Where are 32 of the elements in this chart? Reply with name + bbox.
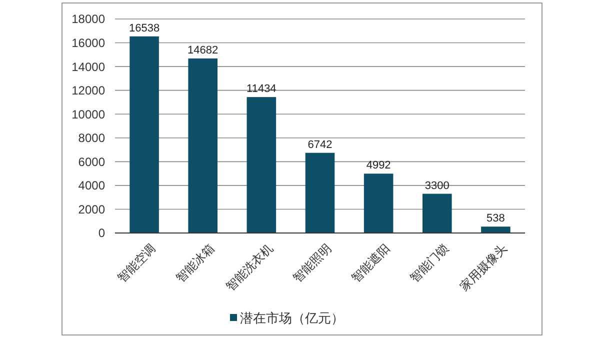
x-tick-label: 智能空调 [114, 241, 158, 285]
bar [188, 58, 218, 233]
x-tick-label: 家用摄像头 [457, 241, 510, 294]
data-label: 3300 [424, 180, 450, 192]
y-tick-label: 0 [98, 226, 106, 240]
bar [305, 152, 335, 233]
y-tick-label: 10000 [72, 107, 106, 122]
data-label: 11434 [246, 83, 276, 96]
y-tick-label: 16000 [72, 36, 106, 50]
x-tick-label: 智能照明 [290, 241, 334, 285]
data-label: 6742 [308, 138, 332, 151]
y-tick-label: 6000 [78, 154, 106, 169]
bar [364, 174, 394, 233]
data-label: 4992 [366, 160, 391, 172]
y-tick-label: 2000 [78, 202, 106, 216]
x-tick-label: 智能遮阳 [348, 241, 393, 285]
bar [246, 97, 276, 233]
bar [422, 194, 452, 233]
data-label: 538 [486, 212, 505, 225]
y-tick-label: 8000 [78, 131, 106, 146]
data-label: 16538 [128, 22, 160, 34]
y-tick-label: 4000 [78, 178, 106, 193]
y-tick-label: 14000 [72, 60, 106, 74]
legend-label: 潜在市场（亿元） [240, 310, 344, 326]
y-tick-label: 18000 [72, 12, 106, 26]
y-tick-label: 12000 [72, 84, 106, 98]
x-tick-label: 智能洗衣机 [223, 241, 276, 294]
bar [481, 226, 510, 233]
x-tick-label: 智能冰箱 [173, 241, 217, 285]
x-tick-label: 智能门锁 [407, 241, 452, 285]
bar [130, 36, 159, 233]
data-label: 14682 [188, 44, 218, 56]
